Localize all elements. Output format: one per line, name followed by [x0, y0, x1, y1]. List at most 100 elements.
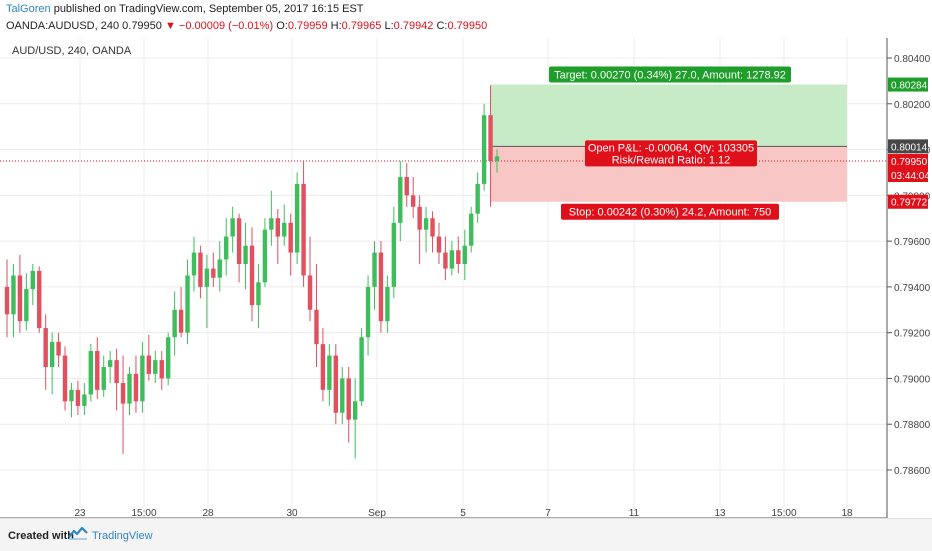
candle [37, 266, 42, 333]
candle [133, 355, 139, 413]
candle-body [75, 389, 81, 406]
candle [494, 149, 500, 173]
time-axis[interactable]: 23 15:00 28 30 Sep 5 7 11 13 15:00 18 [74, 508, 853, 523]
candle [404, 163, 409, 207]
time-tick-label: 28 [202, 508, 214, 518]
candle-body [301, 183, 306, 276]
price-badge [888, 139, 928, 154]
candle [88, 344, 94, 402]
author-link[interactable]: TalGoren [6, 3, 51, 15]
candle-body [340, 378, 345, 413]
candle-body [198, 252, 203, 287]
candle-body [372, 252, 377, 287]
tradingview-logo-icon[interactable] [68, 526, 88, 545]
candle-body [410, 195, 416, 207]
candle-body [262, 229, 268, 283]
candle-body [178, 309, 184, 333]
candle-body [120, 383, 126, 404]
candle-body [430, 218, 435, 237]
candle [165, 332, 171, 386]
candle-body [82, 394, 87, 406]
candle [398, 161, 403, 242]
candle [43, 314, 48, 390]
candle-body [30, 270, 35, 290]
candle [469, 206, 474, 253]
candle [436, 222, 442, 264]
chart-title: AUD/USD, 240, OANDA [12, 45, 132, 57]
price-tick-label: 0.78600 [894, 466, 931, 477]
candle-body [488, 115, 493, 161]
candle-body [211, 268, 216, 278]
candle-body [456, 250, 461, 264]
candle [217, 241, 222, 292]
candle [417, 195, 422, 264]
close-value: 0.79950 [447, 20, 488, 32]
candle [262, 218, 268, 287]
candle [75, 380, 81, 416]
candle [30, 264, 35, 306]
candle [385, 275, 390, 333]
candle [11, 264, 16, 338]
candle [365, 275, 371, 356]
candle-body [243, 245, 248, 264]
candle-body [333, 355, 339, 413]
candle-body [269, 218, 274, 230]
candle-body [398, 177, 403, 223]
position-tool[interactable]: Target: 0.00270 (0.34%) 27.0, Amount: 12… [0, 66, 887, 220]
stop-label-bg [561, 203, 779, 220]
candle-body [359, 337, 364, 402]
candle-body [17, 275, 23, 322]
price-tick-label: 0.78800 [894, 420, 931, 431]
candle-body [481, 115, 487, 184]
time-tick-label: 15:00 [131, 508, 156, 518]
symbol-info: OANDA:AUDUSD, 240 0.79950 ▼ −0.00009 (−0… [6, 20, 487, 32]
price-badges: 0.80284 0.80014 0.79950 03:44:04 0.79772 [888, 77, 930, 209]
candle [333, 344, 339, 425]
time-tick-label: 18 [841, 508, 853, 518]
candle-body [172, 309, 177, 338]
tradingview-brand[interactable]: TradingView [92, 530, 153, 542]
candlestick-chart[interactable]: Target: 0.00270 (0.34%) 27.0, Amount: 12… [0, 38, 932, 523]
pnl-box [585, 140, 757, 167]
chart-area[interactable]: Target: 0.00270 (0.34%) 27.0, Amount: 12… [0, 38, 932, 523]
candle [236, 213, 242, 283]
candle-body [191, 252, 197, 276]
candle [120, 355, 126, 454]
rr-label: Risk/Reward Ratio: 1.12 [612, 154, 731, 166]
candle-body [101, 367, 106, 390]
candle-body [37, 270, 42, 329]
candle-body [56, 341, 61, 356]
candle [449, 241, 455, 276]
candle-body [462, 245, 467, 264]
price-badge [888, 168, 928, 182]
candle [359, 328, 364, 406]
publish-info: TalGoren published on TradingView.com, S… [6, 3, 364, 15]
candle [24, 273, 29, 331]
candle [107, 350, 113, 384]
candle [256, 264, 261, 329]
candle [249, 227, 255, 322]
candle [204, 254, 210, 329]
candle [4, 259, 10, 338]
candle [443, 236, 448, 281]
time-tick-label: 23 [74, 508, 86, 518]
candle [410, 177, 416, 219]
header: TalGoren published on TradingView.com, S… [0, 0, 932, 38]
candle-body [224, 236, 229, 260]
candle [288, 213, 293, 276]
candle [127, 367, 132, 416]
price-badge-label: 0.79772 [891, 198, 928, 209]
candle [153, 350, 158, 384]
price-badge-label: 0.80284 [891, 81, 928, 92]
published-text: published on TradingView.com, September … [50, 3, 364, 15]
candle-body [449, 250, 455, 269]
candle-body [391, 222, 397, 287]
candle-body [378, 252, 384, 322]
candle [462, 229, 467, 281]
candle-body [443, 252, 448, 269]
candle-body [417, 206, 422, 230]
candle [140, 341, 145, 413]
candle-body [69, 389, 74, 402]
candle [378, 241, 384, 333]
symbol-line: OANDA:AUDUSD, 240 0.79950 [6, 20, 162, 32]
